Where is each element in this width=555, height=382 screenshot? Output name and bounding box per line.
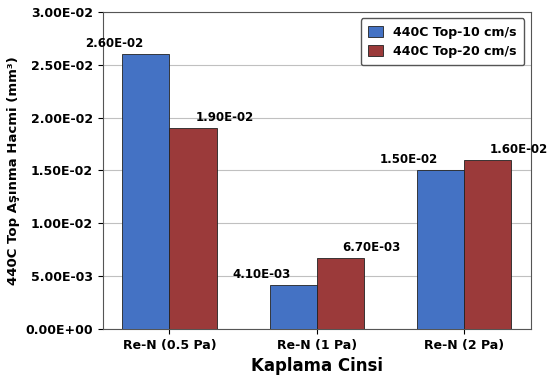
X-axis label: Kaplama Cinsi: Kaplama Cinsi [251,357,383,375]
Bar [169,128,216,329]
Legend: 440C Top-10 cm/s, 440C Top-20 cm/s: 440C Top-10 cm/s, 440C Top-20 cm/s [361,18,524,65]
Bar [464,160,511,329]
Bar [122,54,169,329]
Text: 4.10E-03: 4.10E-03 [233,268,291,281]
Bar [270,285,317,329]
Text: 6.70E-03: 6.70E-03 [342,241,401,254]
Text: 1.60E-02: 1.60E-02 [490,142,548,155]
Bar [317,258,364,329]
Text: 1.50E-02: 1.50E-02 [380,153,438,166]
Y-axis label: 440C Top Aşınma Hacmi (mm³): 440C Top Aşınma Hacmi (mm³) [7,56,20,285]
Text: 1.90E-02: 1.90E-02 [195,111,254,124]
Bar [417,170,464,329]
Text: 2.60E-02: 2.60E-02 [85,37,144,50]
